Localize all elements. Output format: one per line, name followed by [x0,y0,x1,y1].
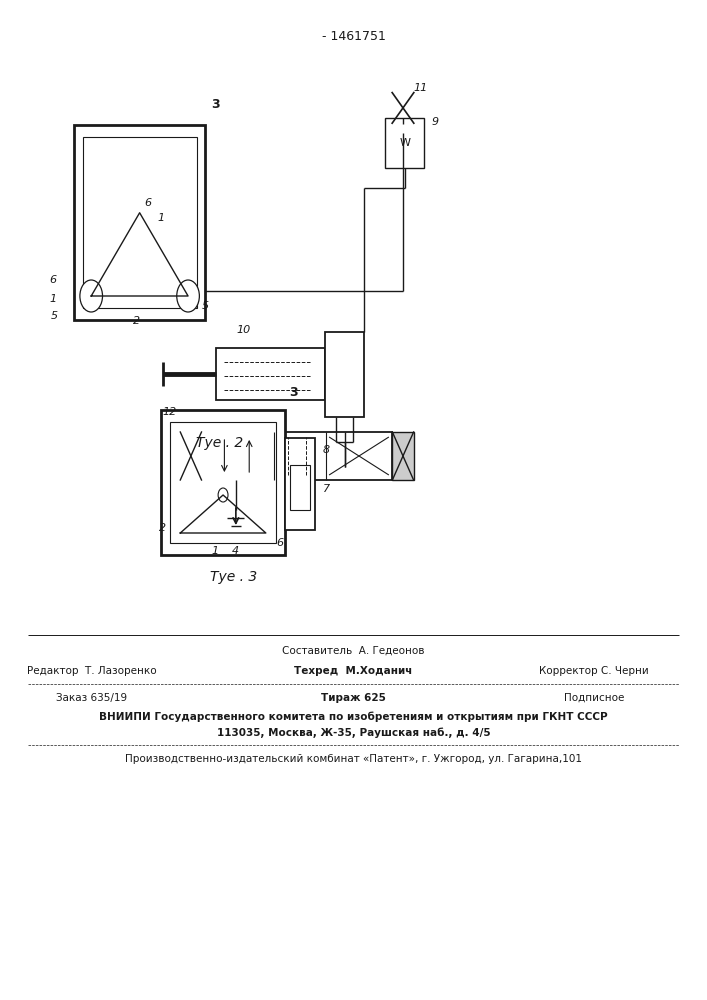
Text: 9: 9 [431,117,438,127]
Text: Техред  М.Ходанич: Техред М.Ходанич [294,666,413,676]
Text: 6: 6 [276,538,284,548]
Text: 5: 5 [202,301,209,311]
Text: 12: 12 [163,407,177,417]
Bar [83,137,197,308]
Bar [180,432,201,480]
Text: 8: 8 [323,445,330,455]
Text: Τуе . 2: Τуе . 2 [196,436,243,450]
Text: 6: 6 [144,198,152,208]
Text: Τуе . 3: Τуе . 3 [210,570,257,584]
Text: Составитель  А. Гедеонов: Составитель А. Гедеонов [282,646,425,656]
Text: Корректор С. Черни: Корректор С. Черни [539,666,649,676]
Text: 1: 1 [157,213,165,223]
Text: Тираж 625: Тираж 625 [321,693,386,703]
Text: 2: 2 [132,316,140,326]
Text: Подписное: Подписное [563,693,624,703]
Text: 1: 1 [211,546,218,556]
Text: 4: 4 [232,546,240,556]
Circle shape [218,488,228,502]
Text: 11: 11 [414,83,428,93]
Circle shape [80,280,103,312]
Text: 6: 6 [49,275,57,285]
Bar [392,432,414,480]
Text: ВНИИПИ Государственного комитета по изобретениям и открытиям при ГКНТ СССР: ВНИИПИ Государственного комитета по изоб… [99,712,608,722]
Text: - 1461751: - 1461751 [322,29,385,42]
Text: 113035, Москва, Ж-35, Раушская наб., д. 4/5: 113035, Москва, Ж-35, Раушская наб., д. … [216,728,491,738]
Text: Заказ 635/19: Заказ 635/19 [57,693,127,703]
Bar [170,422,276,543]
Bar [385,118,424,168]
Text: 3: 3 [289,385,298,398]
Text: 10: 10 [237,325,251,335]
Bar [290,465,310,510]
Text: 3: 3 [211,99,220,111]
Bar [325,332,364,417]
Bar [161,410,285,555]
Bar [285,438,315,530]
Text: W: W [399,138,410,148]
Circle shape [177,280,199,312]
Text: 7: 7 [323,484,330,494]
Text: Редактор  Т. Лазоренко: Редактор Т. Лазоренко [27,666,157,676]
Text: 2: 2 [159,523,166,533]
Bar [201,432,392,480]
Bar [74,125,205,320]
Text: 5: 5 [51,311,58,321]
Text: Производственно-издательский комбинат «Патент», г. Ужгород, ул. Гагарина,101: Производственно-издательский комбинат «П… [125,754,582,764]
Bar [216,348,325,400]
Text: 1: 1 [49,294,57,304]
